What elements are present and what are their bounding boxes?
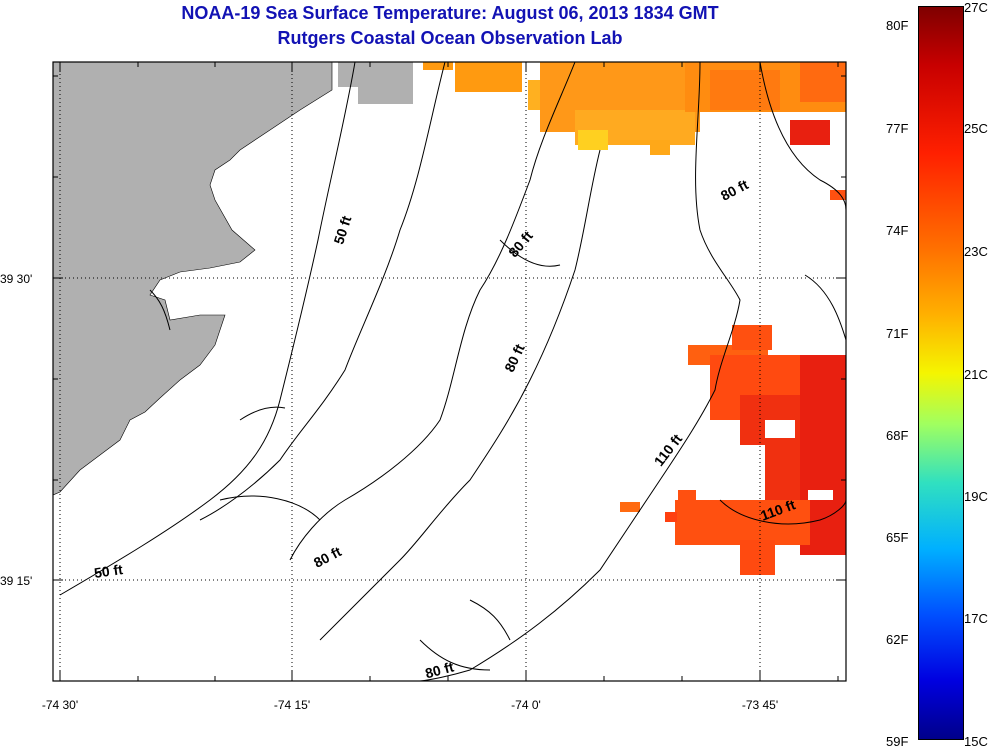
lat-label: 39 30' (0, 272, 33, 286)
lon-label: -74 15' (273, 698, 311, 712)
map-frame (52, 61, 847, 682)
colorbar-c-label: 15C (964, 734, 988, 749)
colorbar-c-label: 27C (964, 0, 988, 15)
temperature-colorbar (918, 6, 964, 740)
colorbar-f-label: 80F (886, 18, 909, 33)
map-title: NOAA-19 Sea Surface Temperature: August … (181, 3, 719, 23)
map-ticks (53, 62, 846, 681)
colorbar-f-label: 68F (886, 428, 909, 443)
colorbar-c-label: 25C (964, 121, 988, 136)
sst-patch-north (423, 62, 846, 200)
colorbar-c-label: 19C (964, 489, 988, 504)
colorbar-f-label: 77F (886, 121, 909, 136)
colorbar-c-label: 23C (964, 244, 988, 259)
colorbar-f-label: 65F (886, 530, 909, 545)
colorbar-f-label: 71F (886, 326, 909, 341)
land-mass (53, 62, 333, 496)
colorbar-f-label: 74F (886, 223, 909, 238)
bathymetry-contours (59, 62, 846, 681)
sst-patch-east (620, 325, 846, 575)
lon-label: -73 45' (741, 698, 779, 712)
map-subtitle: Rutgers Coastal Ocean Observation Lab (277, 28, 623, 48)
lon-label: -74 30' (41, 698, 79, 712)
colorbar-c-label: 17C (964, 611, 988, 626)
colorbar-f-label: 59F (886, 734, 909, 749)
map-gridlines (53, 62, 846, 681)
colorbar-c-label: 21C (964, 367, 988, 382)
colorbar-f-label: 62F (886, 632, 909, 647)
lat-label: 39 15' (0, 574, 33, 588)
lon-label: -74 0' (511, 698, 541, 712)
land-patch (95, 325, 155, 400)
